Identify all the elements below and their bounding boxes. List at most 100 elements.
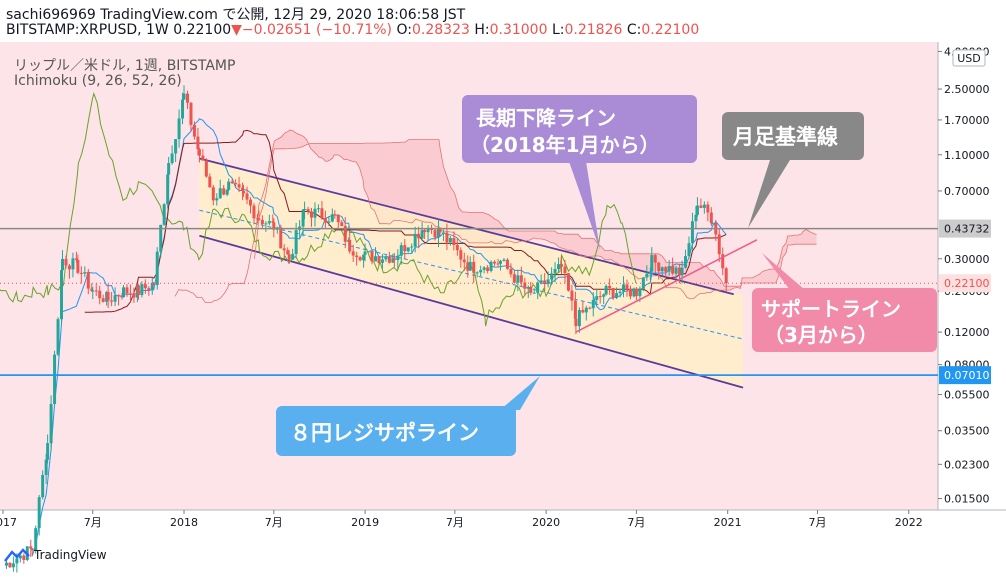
candle-body xyxy=(638,288,642,297)
support-line xyxy=(575,239,758,333)
candle-body xyxy=(186,93,190,103)
candle-body xyxy=(140,284,144,296)
candle-body xyxy=(462,259,466,263)
price-tick-label: 0.12000 xyxy=(944,326,990,339)
candle-body xyxy=(248,199,252,206)
time-tick-label: 2021 xyxy=(714,516,742,529)
candle-body xyxy=(267,221,271,224)
candle-body xyxy=(417,233,421,239)
candle-body xyxy=(218,188,222,199)
high-value: 0.31000 xyxy=(489,22,548,38)
candle-body xyxy=(53,354,57,404)
candle-body xyxy=(257,218,261,220)
time-tick-label: 2019 xyxy=(351,516,379,529)
candle-body xyxy=(128,293,132,295)
candle-body xyxy=(574,318,578,327)
candle-body xyxy=(512,274,516,283)
candle-body xyxy=(204,160,208,177)
candle-body xyxy=(291,253,295,260)
tradingview-footer[interactable]: TradingView xyxy=(4,548,107,562)
price-change: ▼−0.02651 (−10.71%) xyxy=(231,22,393,38)
candle-body xyxy=(387,256,391,263)
price-axis[interactable]: 4.000002.500001.700001.100000.700000.300… xyxy=(938,45,991,506)
yen8-callout-box xyxy=(276,406,516,456)
candle-body xyxy=(358,257,362,261)
candle-body xyxy=(577,309,581,327)
candle-body xyxy=(336,215,340,223)
candle-body xyxy=(448,238,452,243)
candle-body xyxy=(90,288,94,291)
candle-body xyxy=(645,273,649,278)
candle-body xyxy=(650,255,654,272)
candle-body xyxy=(581,309,585,313)
candle-body xyxy=(373,256,377,262)
horizontal-lines xyxy=(0,227,938,377)
candle-body xyxy=(678,267,682,276)
candle-body xyxy=(225,189,229,195)
indicator-legend[interactable]: Ichimoku (9, 26, 52, 26) xyxy=(14,73,182,89)
candle-body xyxy=(699,205,703,208)
chart-symbol-description: リップル／米ドル, 1週, BITSTAMP xyxy=(14,58,236,74)
channel-midline xyxy=(199,209,744,340)
candle-body xyxy=(546,279,550,284)
monthly-base-callout-box xyxy=(722,112,864,160)
candle-body xyxy=(306,208,310,212)
candle-body xyxy=(543,280,547,284)
candle-body xyxy=(660,267,664,272)
hline-gray-label: 0.43732 xyxy=(944,223,990,236)
candle-body xyxy=(310,211,314,218)
candle-body xyxy=(380,259,384,263)
candle-body xyxy=(399,245,403,256)
ohlc-legend: BITSTAMP:XRPUSD, 1W 0.22100▼−0.02651 (−1… xyxy=(6,22,699,38)
candle-body xyxy=(234,183,238,185)
candle-body xyxy=(516,275,520,283)
candle-body xyxy=(496,263,500,265)
time-tick-label: 7月 xyxy=(627,516,645,529)
time-tick-label: 2017 xyxy=(0,516,17,529)
candle-body xyxy=(452,238,456,245)
candle-body xyxy=(252,205,256,219)
candle-body xyxy=(101,298,105,302)
candle-body xyxy=(384,256,388,260)
candle-body xyxy=(588,307,592,309)
candle-body xyxy=(44,459,48,475)
candle-body xyxy=(189,102,193,125)
time-tick-label: 2018 xyxy=(170,516,198,529)
ichimoku-lines xyxy=(0,91,817,557)
candle-body xyxy=(30,548,34,551)
candle-body xyxy=(86,272,90,289)
support-callout-line1: サポートライン xyxy=(761,297,901,321)
candle-body xyxy=(363,251,367,255)
candle-body xyxy=(242,191,246,194)
candle-body xyxy=(49,403,53,444)
high-label: H: xyxy=(474,22,490,38)
candle-body xyxy=(466,262,470,271)
candle-body xyxy=(455,244,459,251)
ichimoku-cloud-area xyxy=(254,130,817,299)
candle-body xyxy=(106,292,110,301)
candle-body xyxy=(615,293,619,298)
candle-body xyxy=(482,267,486,270)
candle-body xyxy=(340,222,344,227)
candle-body xyxy=(143,284,147,289)
candle-body xyxy=(323,218,327,223)
candle-body xyxy=(155,251,159,286)
time-axis[interactable]: 2017 7月 2018 7月 2019 7月 2020 7月 2021 7月 2022 xyxy=(0,510,923,529)
candle-body xyxy=(724,268,728,284)
candle-body xyxy=(60,270,64,320)
candle-body xyxy=(196,136,200,150)
candle-body xyxy=(313,208,317,218)
candle-body xyxy=(709,212,713,224)
candle-body xyxy=(423,230,427,233)
candle-body xyxy=(181,99,185,119)
candle-body xyxy=(150,282,154,290)
price-tick-label: 0.02300 xyxy=(944,458,990,471)
candle-body xyxy=(680,267,684,276)
candle-body xyxy=(8,562,12,568)
candle-body xyxy=(136,285,140,296)
monthly-base-callout-text: 月足基準線 xyxy=(732,125,838,149)
close-label: C: xyxy=(626,22,642,38)
candle-body xyxy=(241,187,245,192)
